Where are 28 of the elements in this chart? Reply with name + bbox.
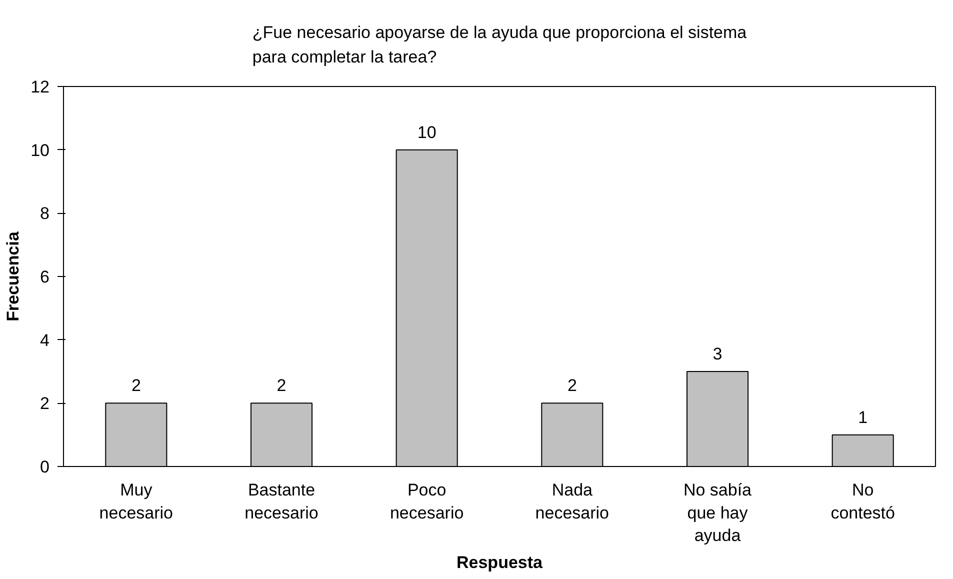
bar	[686, 371, 749, 466]
x-tick-label: Poco necesario	[390, 480, 464, 522]
y-tick-label: 0	[40, 458, 50, 476]
data-label: 10	[417, 122, 436, 142]
bar	[832, 434, 894, 466]
chart-title: ¿Fue necesario apoyarse de la ayuda que proporciona el sistema para completar la tarea?	[252, 22, 748, 66]
y-tick-label: 2	[40, 394, 50, 414]
y-tick-label: 4	[40, 330, 50, 350]
x-tick-label: Bastante necesario	[244, 480, 318, 522]
data-label: 2	[567, 376, 577, 396]
bar	[541, 402, 604, 466]
y-axis-title: Frecuencia	[4, 231, 23, 322]
bar	[396, 149, 458, 466]
y-tick-label: 12	[30, 78, 50, 96]
data-label: 2	[131, 376, 141, 396]
y-tick-label: 8	[40, 204, 50, 224]
data-label: 2	[276, 376, 286, 396]
x-tick-label: No contestó	[830, 480, 895, 522]
bar	[105, 402, 168, 466]
x-tick-label: Nada necesario	[535, 480, 610, 522]
bar	[250, 402, 313, 466]
x-axis-title: Respuesta	[456, 553, 544, 572]
y-tick-label: 10	[30, 140, 50, 160]
data-label: 1	[858, 408, 868, 427]
y-tick-label: 6	[40, 268, 50, 286]
x-tick-label: Muy necesario	[99, 480, 174, 522]
x-tick-label: No sabía que hay ayuda	[683, 480, 752, 546]
data-label: 3	[712, 344, 722, 364]
